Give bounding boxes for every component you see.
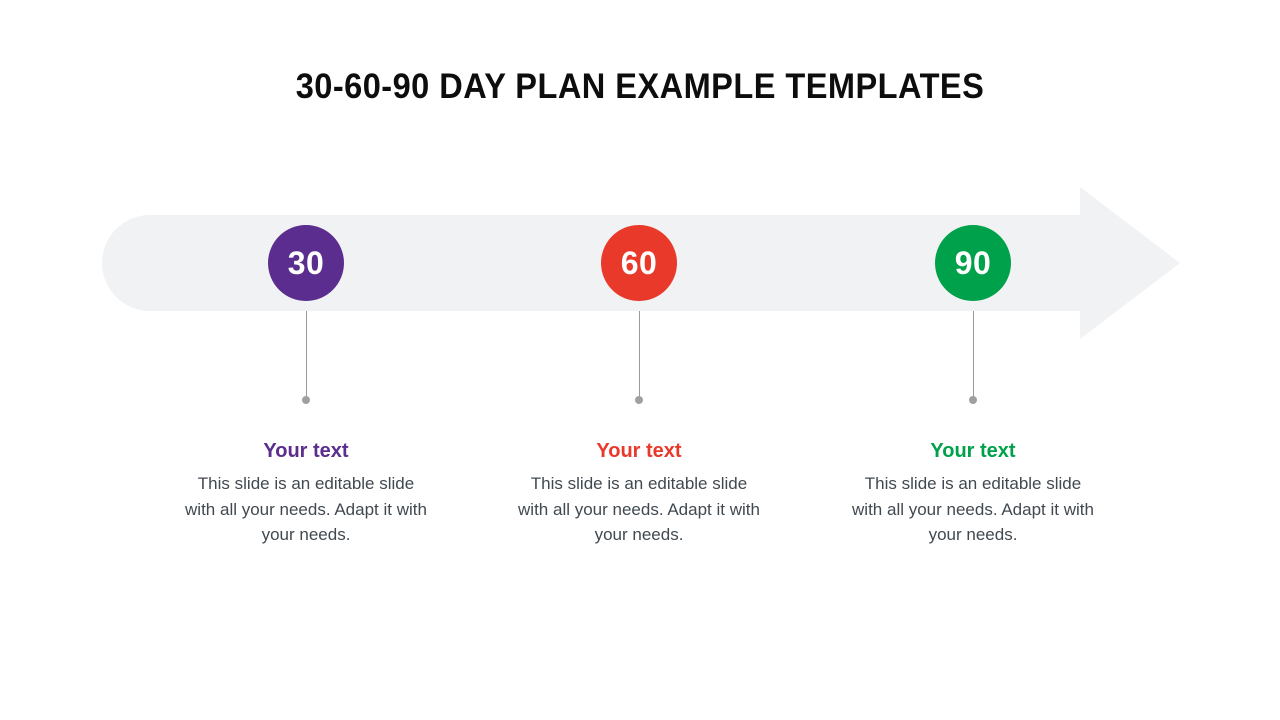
milestone-caption-90: Your text This slide is an editable slid… — [843, 437, 1103, 548]
milestone-heading-90: Your text — [930, 440, 1016, 462]
connector-line-60 — [638, 311, 640, 399]
milestone-30[interactable]: 30 Your text This slide is an editable s… — [176, 0, 436, 720]
milestone-60[interactable]: 60 Your text This slide is an editable s… — [509, 0, 769, 720]
milestone-caption-60: Your text This slide is an editable slid… — [509, 437, 769, 548]
timeline-arrow-head-icon — [1080, 187, 1180, 339]
milestone-body-60: This slide is an editable slide with all… — [518, 474, 760, 544]
connector-dot-30 — [302, 396, 310, 404]
milestone-badge-30[interactable]: 30 — [268, 225, 344, 301]
connector-dot-90 — [969, 396, 977, 404]
milestone-badge-90[interactable]: 90 — [935, 225, 1011, 301]
milestone-heading-60: Your text — [596, 440, 682, 462]
milestone-badge-60[interactable]: 60 — [601, 225, 677, 301]
connector-line-90 — [972, 311, 974, 399]
connector-dot-60 — [635, 396, 643, 404]
page-title: 30-60-90 DAY PLAN EXAMPLE TEMPLATES — [295, 67, 985, 106]
milestone-body-30: This slide is an editable slide with all… — [185, 474, 427, 544]
milestone-heading-30: Your text — [263, 440, 349, 462]
connector-line-30 — [305, 311, 307, 399]
milestone-90[interactable]: 90 Your text This slide is an editable s… — [843, 0, 1103, 720]
milestone-caption-30: Your text This slide is an editable slid… — [176, 437, 436, 548]
timeline-arrow-band — [102, 215, 1082, 311]
milestone-body-90: This slide is an editable slide with all… — [852, 474, 1094, 544]
